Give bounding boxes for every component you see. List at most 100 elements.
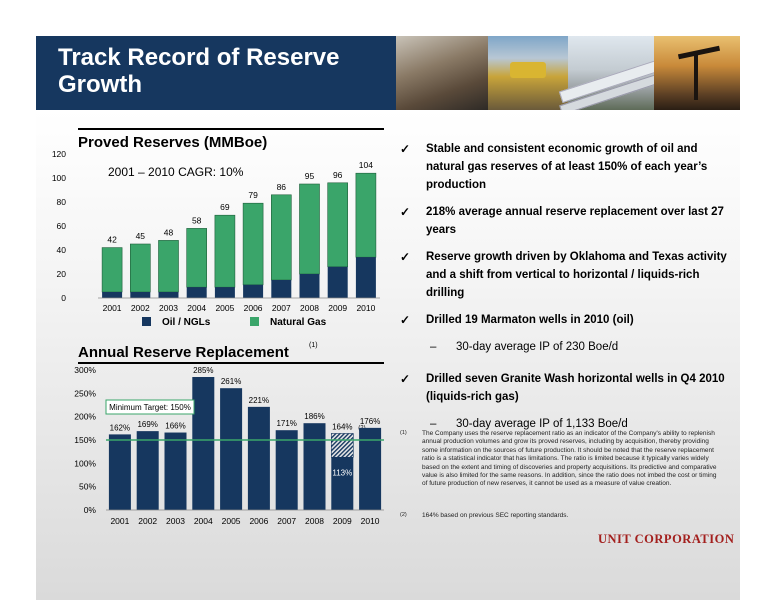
reserve-replacement-bar (331, 457, 354, 510)
bullet-text: Reserve growth driven by Oklahoma and Te… (426, 251, 727, 299)
reserve-replacement-bar-hatched (330, 433, 354, 458)
bullet-text: 218% average annual reserve replacement … (426, 206, 724, 236)
natural-gas-bar (271, 194, 292, 281)
minimum-target-box (105, 399, 195, 415)
oil-ngls-bar (102, 292, 123, 298)
bullet-item: ✓ Drilled 19 Marmaton wells in 2010 (oil) (400, 311, 730, 329)
bar-value-label: 186% (304, 412, 324, 421)
reserve-replacement-bar (303, 423, 326, 510)
slide-title: Track Record of Reserve Growth (58, 44, 340, 98)
sub-bullet-text: 30-day average IP of 230 Boe/d (456, 341, 619, 353)
proved-reserves-rule (78, 128, 384, 130)
sub-bullet-text: 30-day average IP of 1,133 Boe/d (456, 418, 628, 430)
footnote-marker: (2) (400, 512, 407, 518)
bullet-text: Stable and consistent economic growth of… (426, 143, 708, 191)
total-value-label: 95 (305, 171, 315, 181)
x-tick-label: 2008 (300, 303, 319, 313)
reserve-replacement-chart: 0% 50% 100% 150% 200% 250% 300% 162% 2001 169% 200… (74, 365, 384, 526)
company-logo: UNIT CORPORATION (598, 532, 735, 546)
x-tick-label: 2001 (110, 516, 129, 526)
oil-ngls-bar (355, 257, 376, 298)
sub-bullet-item: – 30-day average IP of 1,133 Boe/d (400, 415, 730, 433)
photo-strip (396, 36, 740, 110)
overlay-value-label: 113% (332, 468, 352, 477)
x-tick-label: 2007 (272, 303, 291, 313)
total-value-label: 79 (248, 190, 258, 200)
oil-ngls-bar (158, 292, 179, 298)
oil-ngls-bar (271, 280, 292, 298)
natural-gas-bar (242, 202, 264, 286)
natural-gas-bar (101, 247, 123, 293)
x-tick-label: 2002 (131, 303, 150, 313)
footnote-text: 164% based on previous SEC reporting sta… (422, 512, 569, 519)
y-tick-label: 150% (74, 435, 96, 445)
dash-icon: – (430, 341, 437, 353)
checkmark-icon: ✓ (400, 313, 411, 327)
x-tick-label: 2010 (356, 303, 375, 313)
proved-reserves-chart: 0 20 40 60 80 100 120 2001 – 2010 CAGR: 10% 42 20… (52, 149, 380, 328)
y-tick-label: 20 (57, 269, 67, 279)
legend-swatch-natural-gas (250, 317, 259, 326)
natural-gas-bar (130, 243, 151, 293)
oil-ngls-bar (299, 274, 320, 298)
footnote-1: (1) The Company uses the reserve replace… (400, 430, 718, 489)
total-value-label: 96 (333, 170, 343, 180)
reserve-replacement-bar (275, 430, 298, 510)
bullet-item: ✓ Drilled seven Granite Wash horizontal w… (400, 370, 730, 406)
x-tick-label: 2005 (215, 303, 234, 313)
reserve-replacement-bar (247, 406, 270, 510)
x-tick-label: 2008 (305, 516, 324, 526)
total-value-label: 58 (192, 215, 202, 225)
sub-bullet-item: – 30-day average IP of 230 Boe/d (400, 338, 730, 356)
y-tick-label: 60 (57, 221, 67, 231)
bar-value-label: 261% (221, 377, 241, 386)
y-tick-label: 300% (74, 365, 96, 375)
y-tick-label: 100% (74, 458, 96, 468)
natural-gas-bar (327, 182, 349, 268)
x-tick-label: 2003 (166, 516, 185, 526)
natural-gas-bar (186, 228, 207, 288)
bar-value-label: 171% (276, 419, 296, 428)
x-tick-label: 2006 (249, 516, 268, 526)
total-value-label: 45 (136, 231, 146, 241)
x-tick-label: 2001 (103, 303, 122, 313)
bullet-text: Drilled 19 Marmaton wells in 2010 (oil) (426, 314, 634, 326)
y-tick-label: 0% (84, 505, 97, 515)
y-tick-label: 250% (74, 388, 96, 398)
bar-value-label: 285% (193, 366, 213, 375)
footnote-2: (2) 164% based on previous SEC reporting… (400, 512, 718, 520)
x-tick-label: 2003 (159, 303, 178, 313)
checkmark-icon: ✓ (400, 142, 411, 156)
reserve-replacement-title-footnote: (1) (309, 342, 318, 349)
x-tick-label: 2010 (361, 516, 380, 526)
y-tick-label: 50% (79, 482, 96, 492)
reserve-replacement-bar (192, 377, 215, 510)
bullet-item: ✓ Reserve growth driven by Oklahoma and T… (400, 248, 730, 302)
legend-label-natural-gas: Natural Gas (270, 317, 327, 328)
checkmark-icon: ✓ (400, 205, 411, 219)
y-tick-label: 100 (52, 173, 66, 183)
slide-background (36, 110, 740, 600)
bar-value-label: 164% (332, 422, 352, 431)
total-value-label: 48 (164, 227, 174, 237)
pipeline-photo (558, 36, 670, 110)
dash-icon: – (430, 418, 437, 430)
bar-value-label: 169% (137, 420, 157, 429)
bar-value-label: 166% (165, 422, 185, 431)
bar-value-label: 176% (360, 417, 380, 426)
x-tick-label: 2007 (277, 516, 296, 526)
total-value-label: 86 (277, 182, 287, 192)
total-value-label: 69 (220, 202, 230, 212)
total-value-label: 104 (359, 160, 373, 170)
legend-label-oil-ngls: Oil / NGLs (162, 317, 211, 328)
x-tick-label: 2005 (222, 516, 241, 526)
reserve-replacement-bar (136, 431, 159, 510)
oil-ngls-bar (243, 284, 264, 298)
legend-swatch-oil-ngls (142, 317, 151, 326)
reserve-replacement-bar (220, 388, 243, 510)
x-tick-label: 2004 (187, 303, 206, 313)
oil-ngls-bar (186, 287, 207, 298)
bar-value-label: 221% (249, 396, 269, 405)
pumpjack-photo (654, 36, 740, 110)
x-tick-label: 2004 (194, 516, 213, 526)
